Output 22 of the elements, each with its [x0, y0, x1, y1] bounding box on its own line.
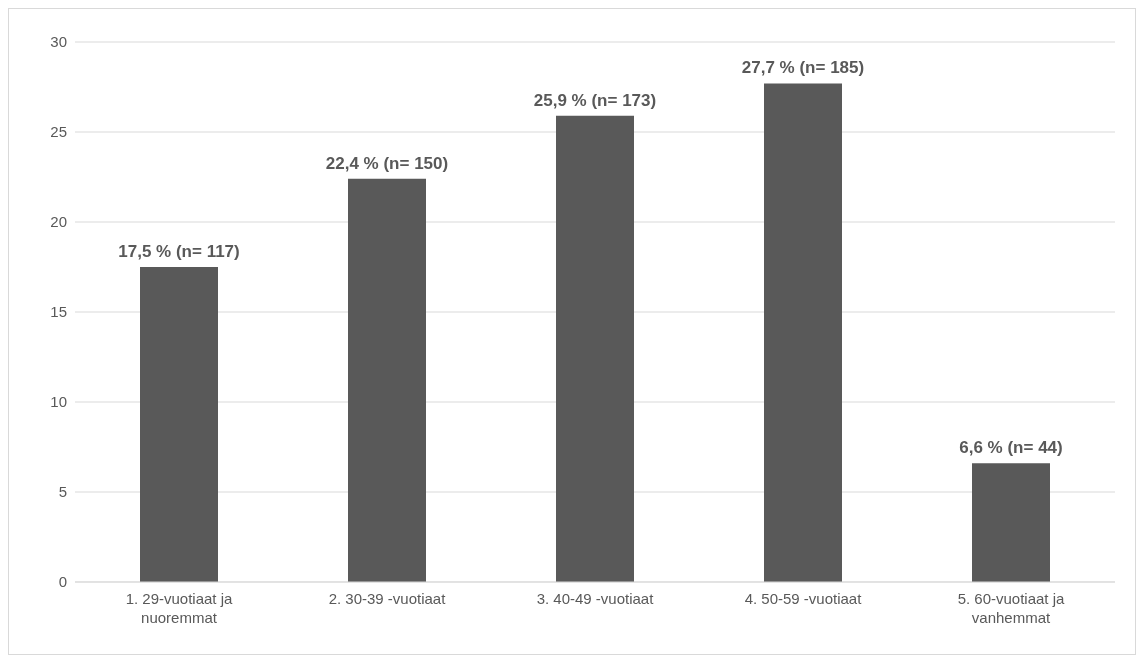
y-tick-label: 15: [50, 303, 67, 321]
y-tick-label: 30: [50, 33, 67, 51]
x-tick-label: 1. 29-vuotiaat ja nuoremmat: [125, 590, 234, 626]
y-tick-label: 0: [58, 573, 67, 591]
data-label: 6,6 % (n= 44): [959, 438, 1063, 458]
x-tick-label: 4. 50-59 -vuotiaat: [744, 590, 863, 607]
bar: [140, 267, 218, 582]
data-label: 22,4 % (n= 150): [325, 153, 449, 173]
y-tick-label: 25: [50, 123, 67, 141]
data-label: 27,7 % (n= 185): [741, 58, 865, 78]
bar: [972, 463, 1050, 582]
x-tick-label: 3. 40-49 -vuotiaat: [536, 590, 655, 607]
x-tick-label: 2. 30-39 -vuotiaat: [328, 590, 447, 607]
bar: [348, 178, 426, 582]
data-label: 17,5 % (n= 117): [118, 242, 240, 261]
bar: [764, 83, 842, 582]
y-tick-label: 20: [50, 213, 67, 231]
y-tick-label: 5: [58, 483, 67, 501]
data-label: 25,9 % (n= 173): [533, 90, 657, 110]
bar: [556, 115, 634, 582]
y-tick-label: 10: [50, 393, 67, 411]
x-tick-label: 5. 60-vuotiaat ja vanhemmat: [957, 590, 1066, 626]
